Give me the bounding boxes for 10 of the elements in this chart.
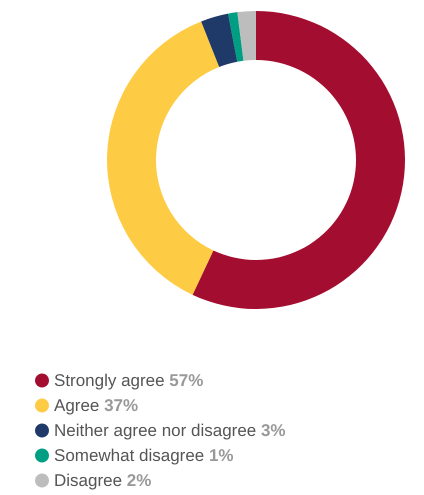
data-label: 57% bbox=[169, 371, 204, 390]
legend-label: Somewhat disagree bbox=[54, 446, 209, 465]
legend-label: Agree bbox=[54, 396, 104, 415]
data-label: 37% bbox=[104, 396, 138, 415]
legend-label: Strongly agree bbox=[54, 371, 170, 390]
legend-label: Disagree bbox=[54, 471, 127, 490]
data-label: 1% bbox=[208, 446, 234, 465]
legend-label: Neither agree nor disagree bbox=[54, 421, 261, 440]
data-label: 2% bbox=[126, 471, 152, 490]
data-label: 3% bbox=[260, 421, 286, 440]
